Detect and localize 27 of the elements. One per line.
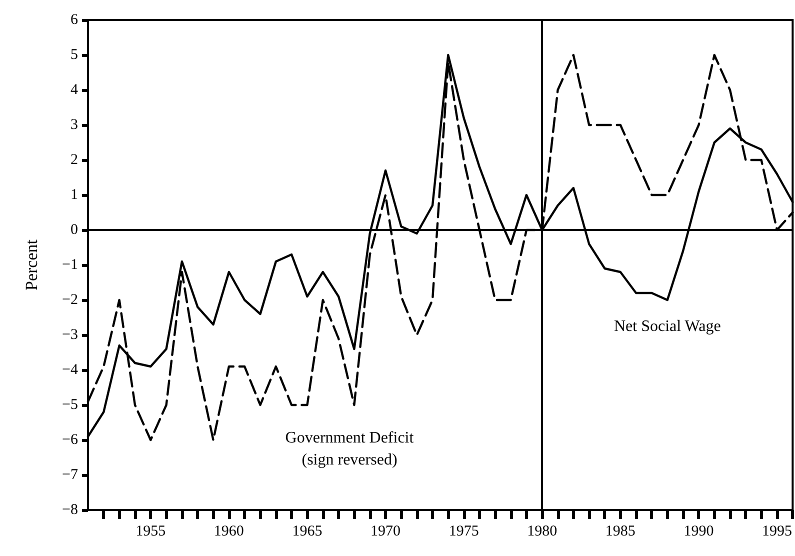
x-tick-label: 1980	[527, 524, 558, 540]
y-tick-label: −6	[62, 432, 78, 448]
x-tick-label: 1955	[136, 524, 166, 540]
x-tick-label: 1995	[762, 524, 792, 540]
y-tick-label: −5	[62, 397, 78, 413]
x-tick-label: 1975	[448, 524, 479, 540]
y-tick-label: −2	[62, 292, 78, 308]
y-tick-label: −1	[62, 257, 78, 273]
x-tick-label: 1990	[684, 524, 714, 540]
y-tick-label: −7	[62, 467, 78, 483]
y-tick-label: 3	[70, 117, 78, 133]
series-label: Net Social Wage	[614, 318, 721, 335]
y-tick-label: −4	[62, 362, 78, 378]
y-tick-label: 4	[70, 82, 78, 98]
x-tick-label: 1985	[605, 524, 636, 540]
y-tick-label: 1	[70, 187, 78, 203]
y-tick-label: −3	[62, 327, 78, 343]
y-tick-label: −8	[62, 502, 78, 518]
x-tick-label: 1970	[370, 524, 401, 540]
y-tick-label: 6	[70, 12, 78, 28]
y-tick-label: 5	[70, 47, 78, 63]
y-tick-label: 2	[70, 152, 78, 168]
y-tick-label: 0	[70, 222, 78, 238]
series-label: Government Deficit (sign reversed)	[285, 429, 414, 468]
y-axis-title: Percent	[22, 239, 41, 290]
x-tick-label: 1965	[292, 524, 322, 540]
x-tick-label: 1960	[214, 524, 244, 540]
